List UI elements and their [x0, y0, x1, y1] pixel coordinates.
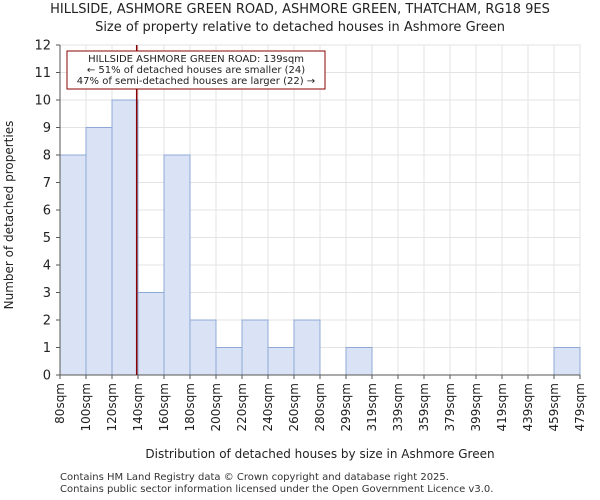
x-tick-label: 160sqm — [157, 383, 171, 431]
y-tick-label: 3 — [43, 286, 51, 301]
x-tick-label: 220sqm — [235, 383, 249, 431]
x-tick-label: 419sqm — [495, 383, 509, 431]
x-tick-label: 339sqm — [391, 383, 405, 431]
footer-line-1: Contains HM Land Registry data © Crown c… — [60, 472, 449, 483]
x-axis-label: Distribution of detached houses by size … — [145, 447, 494, 461]
histogram-bar — [553, 347, 581, 376]
x-tick-label: 200sqm — [209, 383, 223, 431]
y-tick-label: 7 — [43, 176, 51, 191]
x-tick-label: 399sqm — [469, 383, 483, 431]
y-tick-label: 0 — [43, 369, 51, 384]
y-tick-label: 10 — [34, 94, 51, 109]
footer-line-2: Contains public sector information licen… — [60, 484, 494, 495]
y-tick-label: 6 — [43, 204, 51, 219]
x-tick-label: 479sqm — [573, 383, 587, 431]
x-tick-label: 359sqm — [417, 383, 431, 431]
x-tick-label: 280sqm — [313, 383, 327, 431]
x-tick-label: 459sqm — [547, 383, 561, 431]
histogram-bar — [241, 319, 269, 376]
x-tick-label: 299sqm — [339, 383, 353, 431]
y-tick-label: 2 — [43, 314, 51, 329]
histogram-bar — [85, 127, 113, 376]
x-tick-label: 180sqm — [183, 383, 197, 431]
y-tick-label: 5 — [43, 231, 51, 246]
y-axis-label: Number of detached properties — [2, 121, 16, 310]
x-tick-label: 140sqm — [131, 383, 145, 431]
histogram-bar — [293, 319, 321, 376]
histogram-bar — [59, 154, 87, 376]
chart-subtitle: Size of property relative to detached ho… — [95, 20, 505, 35]
x-tick-label: 439sqm — [521, 383, 535, 431]
annotation-line: HILLSIDE ASHMORE GREEN ROAD: 139sqm — [88, 54, 304, 65]
y-tick-label: 9 — [43, 121, 51, 136]
annotation-line: 47% of semi-detached houses are larger (… — [77, 76, 315, 87]
histogram-bar — [111, 99, 139, 376]
histogram-bar — [137, 292, 165, 376]
histogram-bar — [215, 347, 243, 376]
x-tick-label: 260sqm — [287, 383, 301, 431]
histogram-bar — [345, 347, 373, 376]
y-tick-label: 4 — [43, 259, 51, 274]
annotation-box — [66, 50, 326, 90]
x-tick-label: 100sqm — [79, 383, 93, 431]
histogram-bar — [267, 347, 295, 376]
y-tick-label: 11 — [34, 66, 51, 81]
x-tick-label: 120sqm — [105, 383, 119, 431]
bars-layer — [59, 99, 581, 376]
y-tick-label: 8 — [43, 149, 51, 164]
x-tick-label: 319sqm — [365, 383, 379, 431]
x-tick-label: 240sqm — [261, 383, 275, 431]
y-tick-label: 12 — [34, 39, 51, 54]
y-tick-label: 1 — [43, 341, 51, 356]
x-tick-label: 80sqm — [53, 383, 67, 424]
marker-layer: HILLSIDE ASHMORE GREEN ROAD: 139sqm← 51%… — [66, 45, 326, 375]
histogram-bar — [189, 319, 217, 376]
chart-title: HILLSIDE, ASHMORE GREEN ROAD, ASHMORE GR… — [50, 2, 550, 17]
histogram-bar — [163, 154, 191, 376]
annotation-line: ← 51% of detached houses are smaller (24… — [87, 65, 305, 76]
x-tick-label: 379sqm — [443, 383, 457, 431]
